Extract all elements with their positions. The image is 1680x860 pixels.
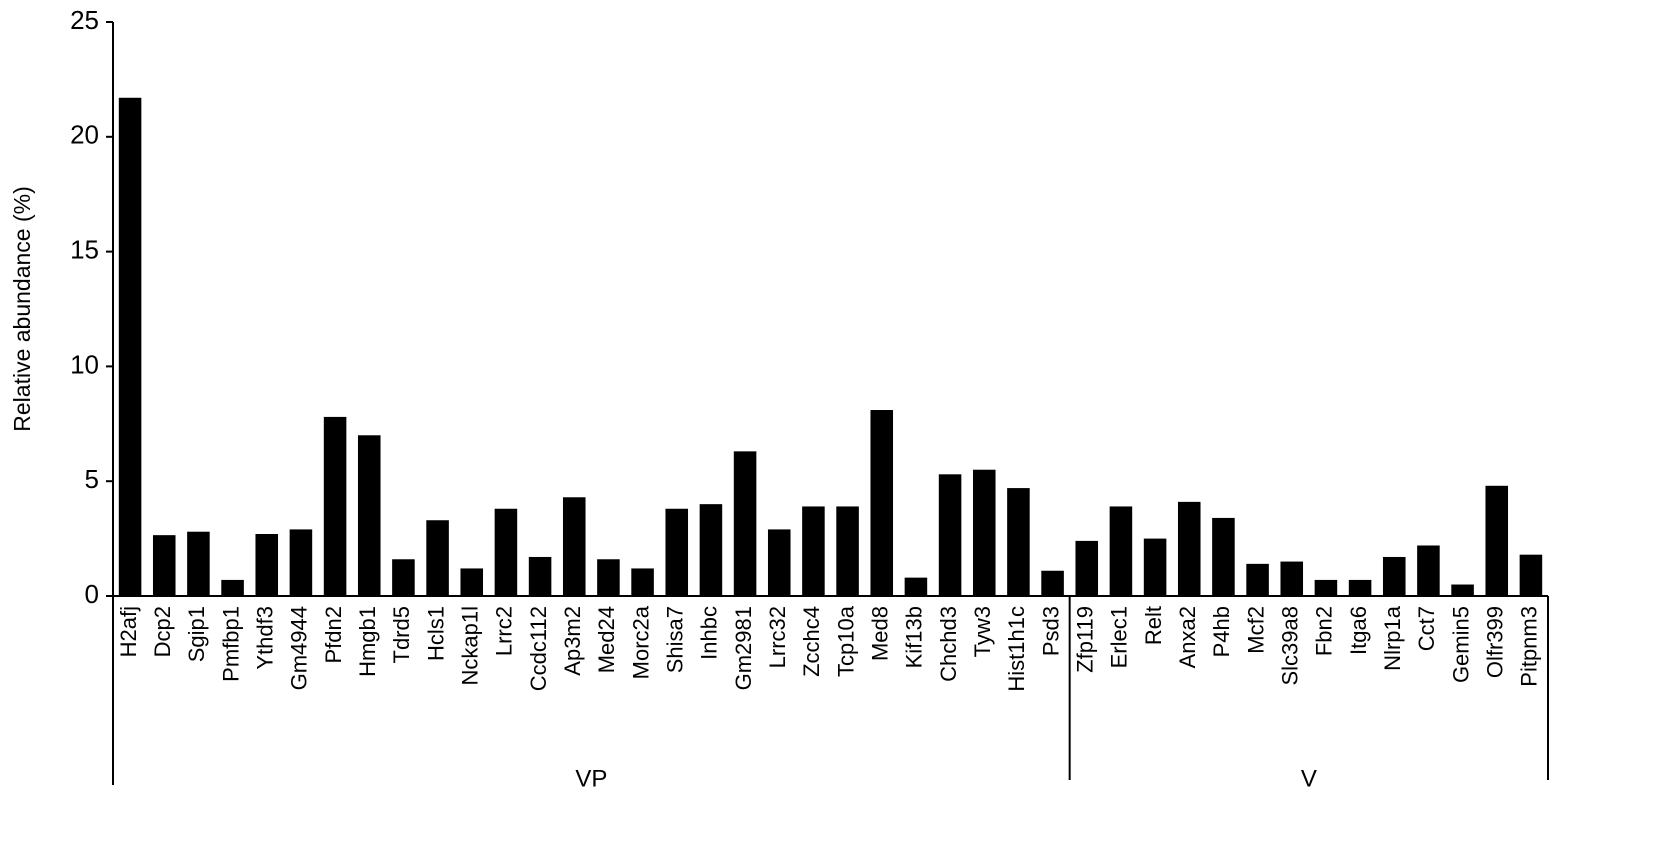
x-tick-label: Cct7 [1414, 606, 1439, 651]
bar [357, 435, 381, 596]
bar [1109, 506, 1133, 596]
bar [1417, 545, 1440, 596]
x-tick-label: Med8 [868, 606, 893, 661]
group-label: V [1301, 765, 1317, 792]
bar [255, 534, 279, 596]
x-tick-label: Tyw3 [970, 606, 995, 657]
bar [665, 508, 689, 596]
bar [1519, 554, 1543, 596]
x-tick-label: Nckap1l [458, 606, 483, 685]
x-tick-label: Sgip1 [184, 606, 209, 662]
bar [870, 410, 894, 596]
x-tick-label: Lrrc32 [765, 606, 790, 668]
bar [1348, 579, 1372, 596]
bar [1451, 584, 1474, 596]
x-tick-label: Itga6 [1346, 606, 1371, 655]
x-tick-label: Zcchc4 [799, 606, 824, 677]
x-tick-label: Gm4944 [287, 606, 312, 690]
bar [494, 508, 518, 596]
bar [972, 469, 996, 596]
bar [528, 556, 552, 596]
x-tick-label: Ythdf3 [253, 606, 278, 670]
bar [802, 506, 825, 596]
bar [767, 529, 791, 596]
bar [152, 535, 176, 596]
bar [1075, 540, 1099, 596]
bar [904, 577, 928, 596]
bar [836, 506, 859, 596]
x-tick-label: Kif13b [902, 606, 927, 668]
y-tick-label: 15 [70, 234, 99, 264]
x-tick-label: Morc2a [628, 605, 653, 679]
bar [1143, 538, 1167, 596]
bar [221, 579, 244, 596]
bar [289, 529, 313, 596]
x-tick-label: Tdrd5 [389, 606, 414, 663]
x-tick-label: Zfp119 [1073, 606, 1098, 673]
bar [1246, 563, 1269, 596]
bar [392, 559, 415, 596]
y-axis-label: Relative abundance (%) [9, 186, 35, 431]
bar [118, 97, 142, 596]
bar [1007, 488, 1030, 596]
bar [323, 416, 347, 596]
bar [938, 474, 962, 596]
bar [1382, 556, 1406, 596]
x-tick-label: Tcp10a [833, 605, 858, 677]
x-tick-label: Nlrp1a [1380, 605, 1405, 671]
bar [426, 520, 449, 596]
x-tick-label: Hist1h1c [1004, 606, 1029, 692]
bar [1177, 501, 1201, 596]
x-tick-label: Hcls1 [423, 606, 448, 661]
bar [460, 568, 484, 596]
x-tick-label: Shisa7 [663, 606, 688, 673]
bar [1280, 561, 1304, 596]
x-tick-label: Gm2981 [731, 606, 756, 690]
x-tick-label: H2afj [116, 606, 141, 657]
bar [733, 451, 757, 596]
x-tick-label: Ccdc112 [526, 606, 551, 691]
x-tick-label: Pitpnm3 [1517, 606, 1542, 687]
x-tick-label: Mcf2 [1243, 606, 1268, 654]
x-tick-label: Hmgb1 [355, 606, 380, 677]
x-tick-label: Pmfbp1 [218, 606, 243, 682]
bar [699, 504, 723, 596]
bar [187, 531, 210, 596]
bar [597, 559, 620, 596]
bar [1212, 517, 1235, 596]
x-tick-label: Dcp2 [150, 606, 175, 657]
x-tick-label: Inhbc [697, 606, 722, 660]
x-tick-label: Fbn2 [1312, 606, 1337, 656]
x-tick-label: Erlec1 [1107, 606, 1132, 668]
x-tick-label: Psd3 [1038, 606, 1063, 656]
x-tick-label: Pfdn2 [321, 606, 346, 664]
x-tick-label: Ap3m2 [560, 606, 585, 676]
x-tick-label: Med24 [594, 606, 619, 673]
y-tick-label: 5 [85, 464, 99, 494]
y-tick-label: 20 [70, 120, 99, 150]
x-tick-label: Slc39a8 [1278, 606, 1303, 686]
y-tick-label: 10 [70, 349, 99, 379]
bar [562, 497, 586, 596]
y-tick-label: 25 [70, 5, 99, 35]
x-tick-label: Lrrc2 [492, 606, 517, 656]
x-tick-label: Anxa2 [1175, 606, 1200, 668]
bar [1485, 485, 1509, 596]
x-tick-label: Relt [1141, 606, 1166, 645]
bar [631, 568, 654, 596]
x-tick-label: Gemin5 [1448, 606, 1473, 683]
x-tick-label: P4hb [1209, 606, 1234, 657]
x-tick-label: Olfr399 [1483, 606, 1508, 678]
y-tick-label: 0 [85, 579, 99, 609]
bar [1041, 570, 1064, 596]
bar [1314, 579, 1338, 596]
x-tick-label: Chchd3 [936, 606, 961, 682]
group-label: VP [575, 765, 607, 792]
